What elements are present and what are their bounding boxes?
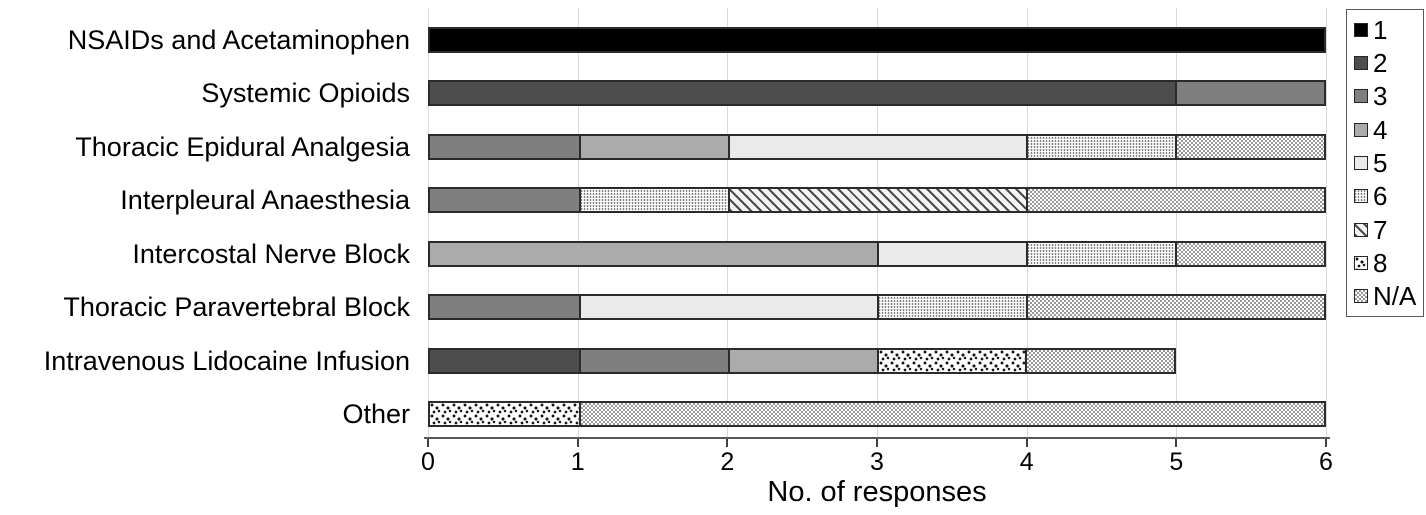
bar-segment-rank-3 [430, 189, 579, 211]
gridline-x0 [428, 8, 429, 437]
x-axis-tick [1325, 439, 1327, 447]
legend-item-7: 7 [1354, 215, 1423, 245]
bar-segment-rank-7 [727, 189, 1026, 211]
x-tick-label: 4 [1019, 448, 1034, 476]
x-tick-label: 1 [570, 448, 585, 476]
bar-segment-rank-6 [1025, 136, 1175, 158]
legend-label: N/A [1373, 281, 1417, 312]
bar-row [428, 401, 1326, 427]
x-axis-tick [576, 439, 579, 447]
bar-row [428, 134, 1326, 160]
bar-segment-rank-6 [876, 296, 1026, 318]
legend-item-na: N/A [1354, 281, 1423, 311]
category-label: Intravenous Lidocaine Infusion [43, 346, 410, 376]
bar-segment-rank-3 [1175, 82, 1324, 104]
bar-segment-rank-6 [1025, 243, 1175, 265]
bar-segment-rank-4 [727, 350, 877, 372]
legend-swatch [1354, 155, 1368, 170]
legend: 1 2 3 4 5 6 7 8 N/A [1346, 9, 1424, 317]
x-tick-label: 0 [421, 448, 435, 476]
x-tick-label: 6 [1319, 448, 1333, 476]
legend-label: 4 [1373, 114, 1388, 145]
bar-row [428, 27, 1326, 53]
legend-label: 3 [1373, 81, 1388, 112]
legend-swatch [1354, 222, 1368, 237]
bar-segment-rank-6 [578, 189, 728, 211]
bar-segment-rank-na [578, 403, 1324, 425]
bar-segment-rank-na [1025, 189, 1324, 211]
category-label: Thoracic Epidural Analgesia [75, 132, 410, 162]
bar-segment-rank-na [1174, 136, 1324, 158]
bar-segment-rank-na [1174, 243, 1324, 265]
legend-swatch [1354, 289, 1368, 304]
bar-segment-rank-na [1025, 296, 1324, 318]
bar-segment-rank-1 [430, 29, 1324, 51]
bar-row [428, 294, 1326, 320]
bar-segment-rank-5 [578, 296, 877, 318]
x-axis-line [424, 437, 1330, 439]
x-tick-label: 5 [1169, 448, 1184, 476]
legend-label: 6 [1373, 181, 1388, 212]
category-label: Intercostal Nerve Block [132, 239, 410, 269]
legend-item-3: 3 [1354, 81, 1423, 111]
legend-label: 7 [1373, 214, 1388, 245]
bar-segment-rank-3 [430, 136, 579, 158]
gridline-x4 [1026, 8, 1028, 437]
bar-row [428, 348, 1177, 374]
legend-label: 2 [1373, 47, 1388, 78]
bar-segment-rank-2 [430, 350, 579, 372]
legend-swatch [1354, 22, 1368, 37]
gridline-x3 [877, 8, 878, 437]
bar-segment-rank-8 [876, 350, 1026, 372]
legend-swatch [1354, 55, 1368, 70]
bar-segment-rank-3 [430, 296, 579, 318]
legend-swatch [1354, 89, 1368, 104]
x-axis-title: No. of responses [767, 476, 987, 508]
bar-segment-rank-5 [877, 243, 1026, 265]
gridline-x5 [1176, 8, 1178, 437]
plot-area [428, 8, 1327, 437]
x-axis-tick [1025, 439, 1028, 447]
x-axis-tick [876, 439, 878, 447]
category-label: NSAIDs and Acetaminophen [67, 25, 410, 55]
bar-segment-rank-na [1025, 350, 1175, 372]
legend-label: 8 [1373, 247, 1388, 278]
bar-segment-rank-3 [578, 350, 728, 372]
category-label: Other [342, 399, 410, 429]
legend-label: 5 [1373, 147, 1388, 178]
gridline-x2 [727, 8, 729, 437]
category-label: Systemic Opioids [201, 78, 410, 108]
legend-swatch [1354, 189, 1368, 204]
legend-item-6: 6 [1354, 181, 1423, 211]
bar-row [428, 80, 1326, 106]
bar-segment-rank-4 [430, 243, 877, 265]
legend-item-8: 8 [1354, 248, 1423, 278]
x-tick-label: 2 [720, 448, 735, 476]
gridline-x1 [577, 8, 579, 437]
legend-item-1: 1 [1354, 15, 1423, 45]
x-axis-tick [1175, 439, 1178, 447]
bar-segment-rank-5 [727, 136, 1026, 158]
category-label: Interpleural Anaesthesia [120, 185, 410, 215]
bar-segment-rank-2 [430, 82, 1175, 104]
bar-row [428, 187, 1326, 213]
bar-segment-rank-4 [578, 136, 728, 158]
legend-swatch [1354, 255, 1368, 270]
x-axis-tick [726, 439, 729, 447]
gridline-x6 [1326, 8, 1327, 437]
category-label: Thoracic Paravertebral Block [63, 292, 410, 322]
x-tick-label: 3 [870, 448, 884, 476]
legend-item-5: 5 [1354, 148, 1423, 178]
bar-segment-rank-8 [430, 403, 579, 425]
legend-swatch [1354, 122, 1368, 137]
legend-item-2: 2 [1354, 48, 1423, 78]
legend-item-4: 4 [1354, 115, 1423, 145]
bar-row [428, 241, 1326, 267]
x-axis-tick [427, 439, 429, 447]
legend-label: 1 [1373, 14, 1388, 45]
